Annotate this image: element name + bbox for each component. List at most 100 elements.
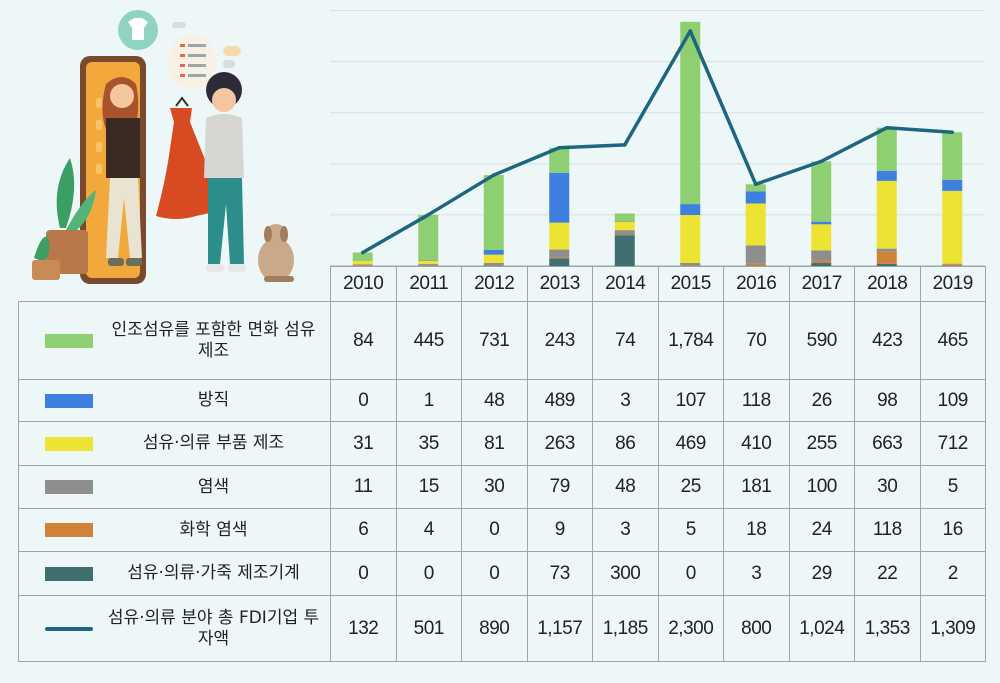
table-cell: 590	[788, 301, 855, 380]
legend-color-swatch	[45, 566, 93, 581]
legend-color-swatch	[45, 393, 93, 408]
table-cell: 132	[330, 595, 397, 662]
bar-segment	[876, 127, 897, 171]
table-row: 염색 11 15 30 79 48 25 181 100 30 5	[18, 465, 986, 509]
series-name: 인조섬유를 포함한 면화 섬유 제조	[111, 319, 316, 361]
year-label: 2010	[330, 266, 397, 302]
year-label: 2013	[526, 266, 593, 302]
bar-segment	[811, 250, 832, 261]
table-cell: 48	[592, 465, 659, 509]
table-cell: 663	[854, 421, 921, 466]
legend-entry: 인조섬유를 포함한 면화 섬유 제조	[18, 301, 331, 380]
table-cell: 0	[657, 551, 724, 596]
table-cell: 1,784	[657, 301, 724, 380]
series-name: 화학 염색	[179, 519, 248, 540]
line-point	[360, 250, 365, 255]
table-cell: 98	[854, 379, 921, 422]
table-cell: 26	[788, 379, 855, 422]
bar-segment	[942, 190, 963, 264]
table-cell: 1	[395, 379, 462, 422]
table-cell: 890	[461, 595, 528, 662]
series-name: 섬유·의류 부품 제조	[142, 433, 285, 453]
table-cell: 16	[919, 508, 986, 552]
table-cell: 731	[461, 301, 528, 380]
bar-segment	[942, 132, 963, 180]
bar-segment	[352, 265, 373, 266]
bar-segment	[745, 263, 766, 266]
table-cell: 9	[526, 508, 593, 552]
legend-color-swatch	[45, 480, 93, 494]
year-label: 2011	[395, 266, 462, 302]
table-cell: 465	[919, 301, 986, 380]
table-cell: 25	[657, 465, 724, 509]
legend-line-swatch	[45, 626, 93, 631]
year-label: 2019	[919, 266, 986, 302]
data-table: 2010 2011 2012 2013 2014 2015 2016 2017 2018 2019…	[18, 266, 986, 662]
table-cell: 3	[592, 508, 659, 552]
table-cell: 2,300	[657, 595, 724, 662]
table-cell: 181	[723, 465, 790, 509]
bar-segment	[352, 264, 373, 266]
bar-segment	[418, 260, 439, 261]
table-cell: 30	[461, 465, 528, 509]
table-cell: 712	[919, 421, 986, 466]
table-cell: 423	[854, 301, 921, 380]
bar-segment	[811, 221, 832, 225]
table-cell: 489	[526, 379, 593, 422]
bar-segment	[352, 261, 373, 265]
series-name: 염색	[197, 476, 230, 497]
table-cell: 0	[395, 551, 462, 596]
table-cell: 22	[854, 551, 921, 596]
year-label: 2017	[788, 266, 855, 302]
bar-segment	[418, 264, 439, 266]
line-point	[491, 173, 496, 177]
table-cell: 29	[788, 551, 855, 596]
table-cell: 5	[919, 465, 986, 509]
table-row: 섬유·의류 분야 총 FDI기업 투자액 132 501 890 1,157 1,185 2…	[18, 595, 986, 662]
total-fdi-line	[361, 29, 953, 255]
bar-segment	[745, 245, 766, 264]
bar-segment	[942, 264, 963, 266]
legend-entry: 섬유·의류 분야 총 FDI기업 투자액	[18, 595, 331, 662]
legend-entry: 화학 염색	[18, 508, 331, 552]
bar-segment	[745, 191, 766, 204]
table-cell: 445	[395, 301, 462, 380]
bar-segment	[483, 262, 504, 266]
legend-entry: 섬유·의류 부품 제조	[18, 421, 331, 466]
bar-segment	[876, 263, 897, 266]
table-cell: 24	[788, 508, 855, 552]
line-point	[426, 213, 431, 217]
table-cell: 35	[395, 421, 462, 466]
table-cell: 74	[592, 301, 659, 380]
series-name: 섬유·의류 분야 총 FDI기업 투자액	[107, 607, 320, 649]
table-cell: 2	[919, 551, 986, 596]
bar-segment	[680, 215, 701, 263]
bar-segment	[680, 204, 701, 216]
bar-segment	[614, 221, 635, 222]
table-cell: 410	[723, 421, 790, 466]
table-cell: 4	[395, 508, 462, 552]
table-cell: 300	[592, 551, 659, 596]
bar-segment	[614, 235, 635, 236]
bar-segment	[745, 265, 766, 267]
table-corner	[18, 266, 331, 302]
table-cell: 1,309	[919, 595, 986, 662]
bar-segment	[876, 170, 897, 181]
series-name: 섬유·의류·가죽 제조기계	[127, 563, 300, 583]
bar-segment	[942, 179, 963, 191]
bar-segment	[811, 263, 832, 266]
table-cell: 73	[526, 551, 593, 596]
bar-segment	[418, 214, 439, 261]
table-cell: 255	[788, 421, 855, 466]
table-row: 섬유·의류 부품 제조 31 35 81 263 86 469 410 255 663 712	[18, 421, 986, 466]
table-cell: 79	[526, 465, 593, 509]
bar-segment	[680, 21, 701, 205]
legend-color-swatch	[45, 436, 93, 451]
table-cell: 86	[592, 421, 659, 466]
table-cell: 0	[330, 551, 397, 596]
bar-segment	[614, 221, 635, 231]
table-cell: 3	[592, 379, 659, 422]
bar-segment	[418, 265, 439, 267]
series-name: 방직	[197, 390, 230, 410]
bar-segment	[549, 172, 570, 223]
